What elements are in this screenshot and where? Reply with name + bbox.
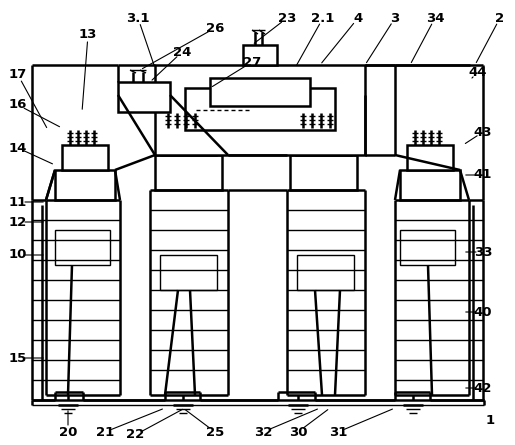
Bar bbox=[118, 82, 170, 112]
Bar bbox=[297, 255, 354, 290]
Text: 33: 33 bbox=[474, 246, 492, 259]
Bar bbox=[185, 88, 335, 130]
Bar bbox=[55, 170, 115, 200]
Text: 23: 23 bbox=[278, 12, 296, 24]
Text: 30: 30 bbox=[289, 425, 307, 438]
Bar bbox=[400, 170, 460, 200]
Bar bbox=[55, 230, 110, 265]
Text: 2.1: 2.1 bbox=[311, 12, 335, 24]
Bar bbox=[155, 65, 365, 155]
Text: 41: 41 bbox=[474, 169, 492, 182]
Bar bbox=[243, 45, 277, 65]
Text: 26: 26 bbox=[206, 21, 224, 35]
Text: 4: 4 bbox=[353, 12, 363, 24]
Text: 11: 11 bbox=[9, 195, 27, 209]
Text: 15: 15 bbox=[9, 352, 27, 364]
Bar bbox=[62, 145, 108, 170]
Text: 32: 32 bbox=[254, 425, 272, 438]
Text: 20: 20 bbox=[59, 425, 77, 438]
Bar bbox=[161, 128, 216, 155]
Text: 43: 43 bbox=[474, 125, 492, 138]
Bar bbox=[210, 78, 310, 106]
Text: 44: 44 bbox=[469, 65, 487, 78]
Text: 10: 10 bbox=[9, 248, 27, 262]
Text: 14: 14 bbox=[9, 142, 27, 154]
Bar bbox=[155, 155, 222, 190]
Text: 17: 17 bbox=[9, 69, 27, 81]
Text: 13: 13 bbox=[79, 28, 97, 41]
Text: 1: 1 bbox=[486, 413, 494, 426]
Bar bbox=[400, 230, 455, 265]
Bar bbox=[296, 128, 351, 155]
Text: 12: 12 bbox=[9, 215, 27, 228]
Text: 31: 31 bbox=[329, 425, 347, 438]
Bar bbox=[160, 255, 217, 290]
Text: 24: 24 bbox=[173, 45, 191, 58]
Text: 25: 25 bbox=[206, 425, 224, 438]
Text: 27: 27 bbox=[243, 56, 261, 69]
Bar bbox=[407, 145, 453, 170]
Text: 16: 16 bbox=[9, 98, 27, 112]
Text: 34: 34 bbox=[426, 12, 444, 24]
Bar bbox=[290, 155, 357, 190]
Text: 3.1: 3.1 bbox=[126, 12, 150, 24]
Text: 21: 21 bbox=[96, 425, 114, 438]
Text: 42: 42 bbox=[474, 381, 492, 395]
Text: 40: 40 bbox=[474, 306, 492, 319]
Text: 2: 2 bbox=[495, 12, 505, 24]
Text: 22: 22 bbox=[126, 429, 144, 441]
Text: 3: 3 bbox=[390, 12, 400, 24]
